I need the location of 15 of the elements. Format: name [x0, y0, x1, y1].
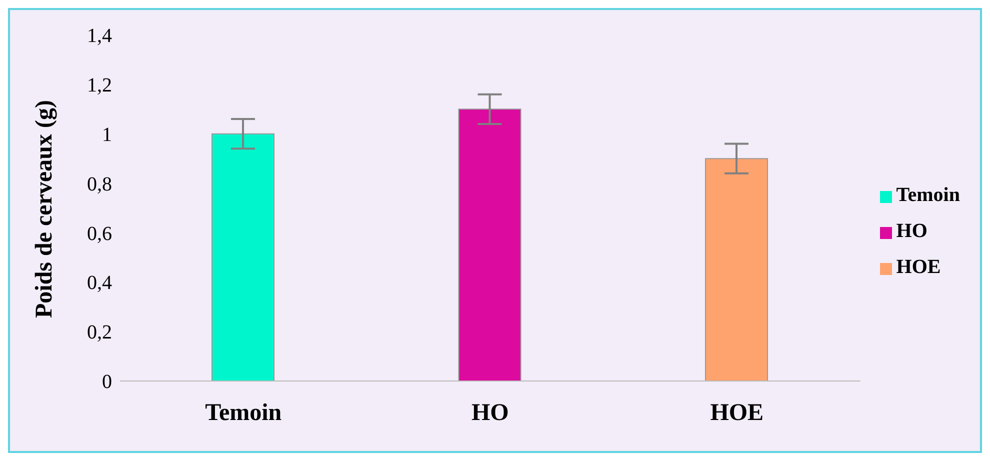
- y-tick-label: 1,2: [87, 74, 112, 97]
- y-tick-label: 0,2: [87, 322, 112, 344]
- y-tick-label: 0: [102, 371, 112, 394]
- y-axis-title: Poids de cerveaux (g): [32, 100, 58, 318]
- y-tick-label: 0,8: [87, 173, 112, 196]
- y-tick-label: 1,4: [87, 25, 112, 48]
- y-tick-label: 0,4: [87, 272, 112, 294]
- x-tick-label: HO: [471, 400, 509, 426]
- x-tick-label: HOE: [710, 400, 764, 426]
- legend-label: Temoin: [896, 184, 960, 206]
- y-tick-label: 0,6: [87, 222, 112, 245]
- legend-label: HO: [896, 220, 928, 242]
- legend-label: HOE: [896, 256, 941, 278]
- x-tick-label: Temoin: [205, 400, 282, 426]
- y-tick-label: 1: [102, 124, 112, 146]
